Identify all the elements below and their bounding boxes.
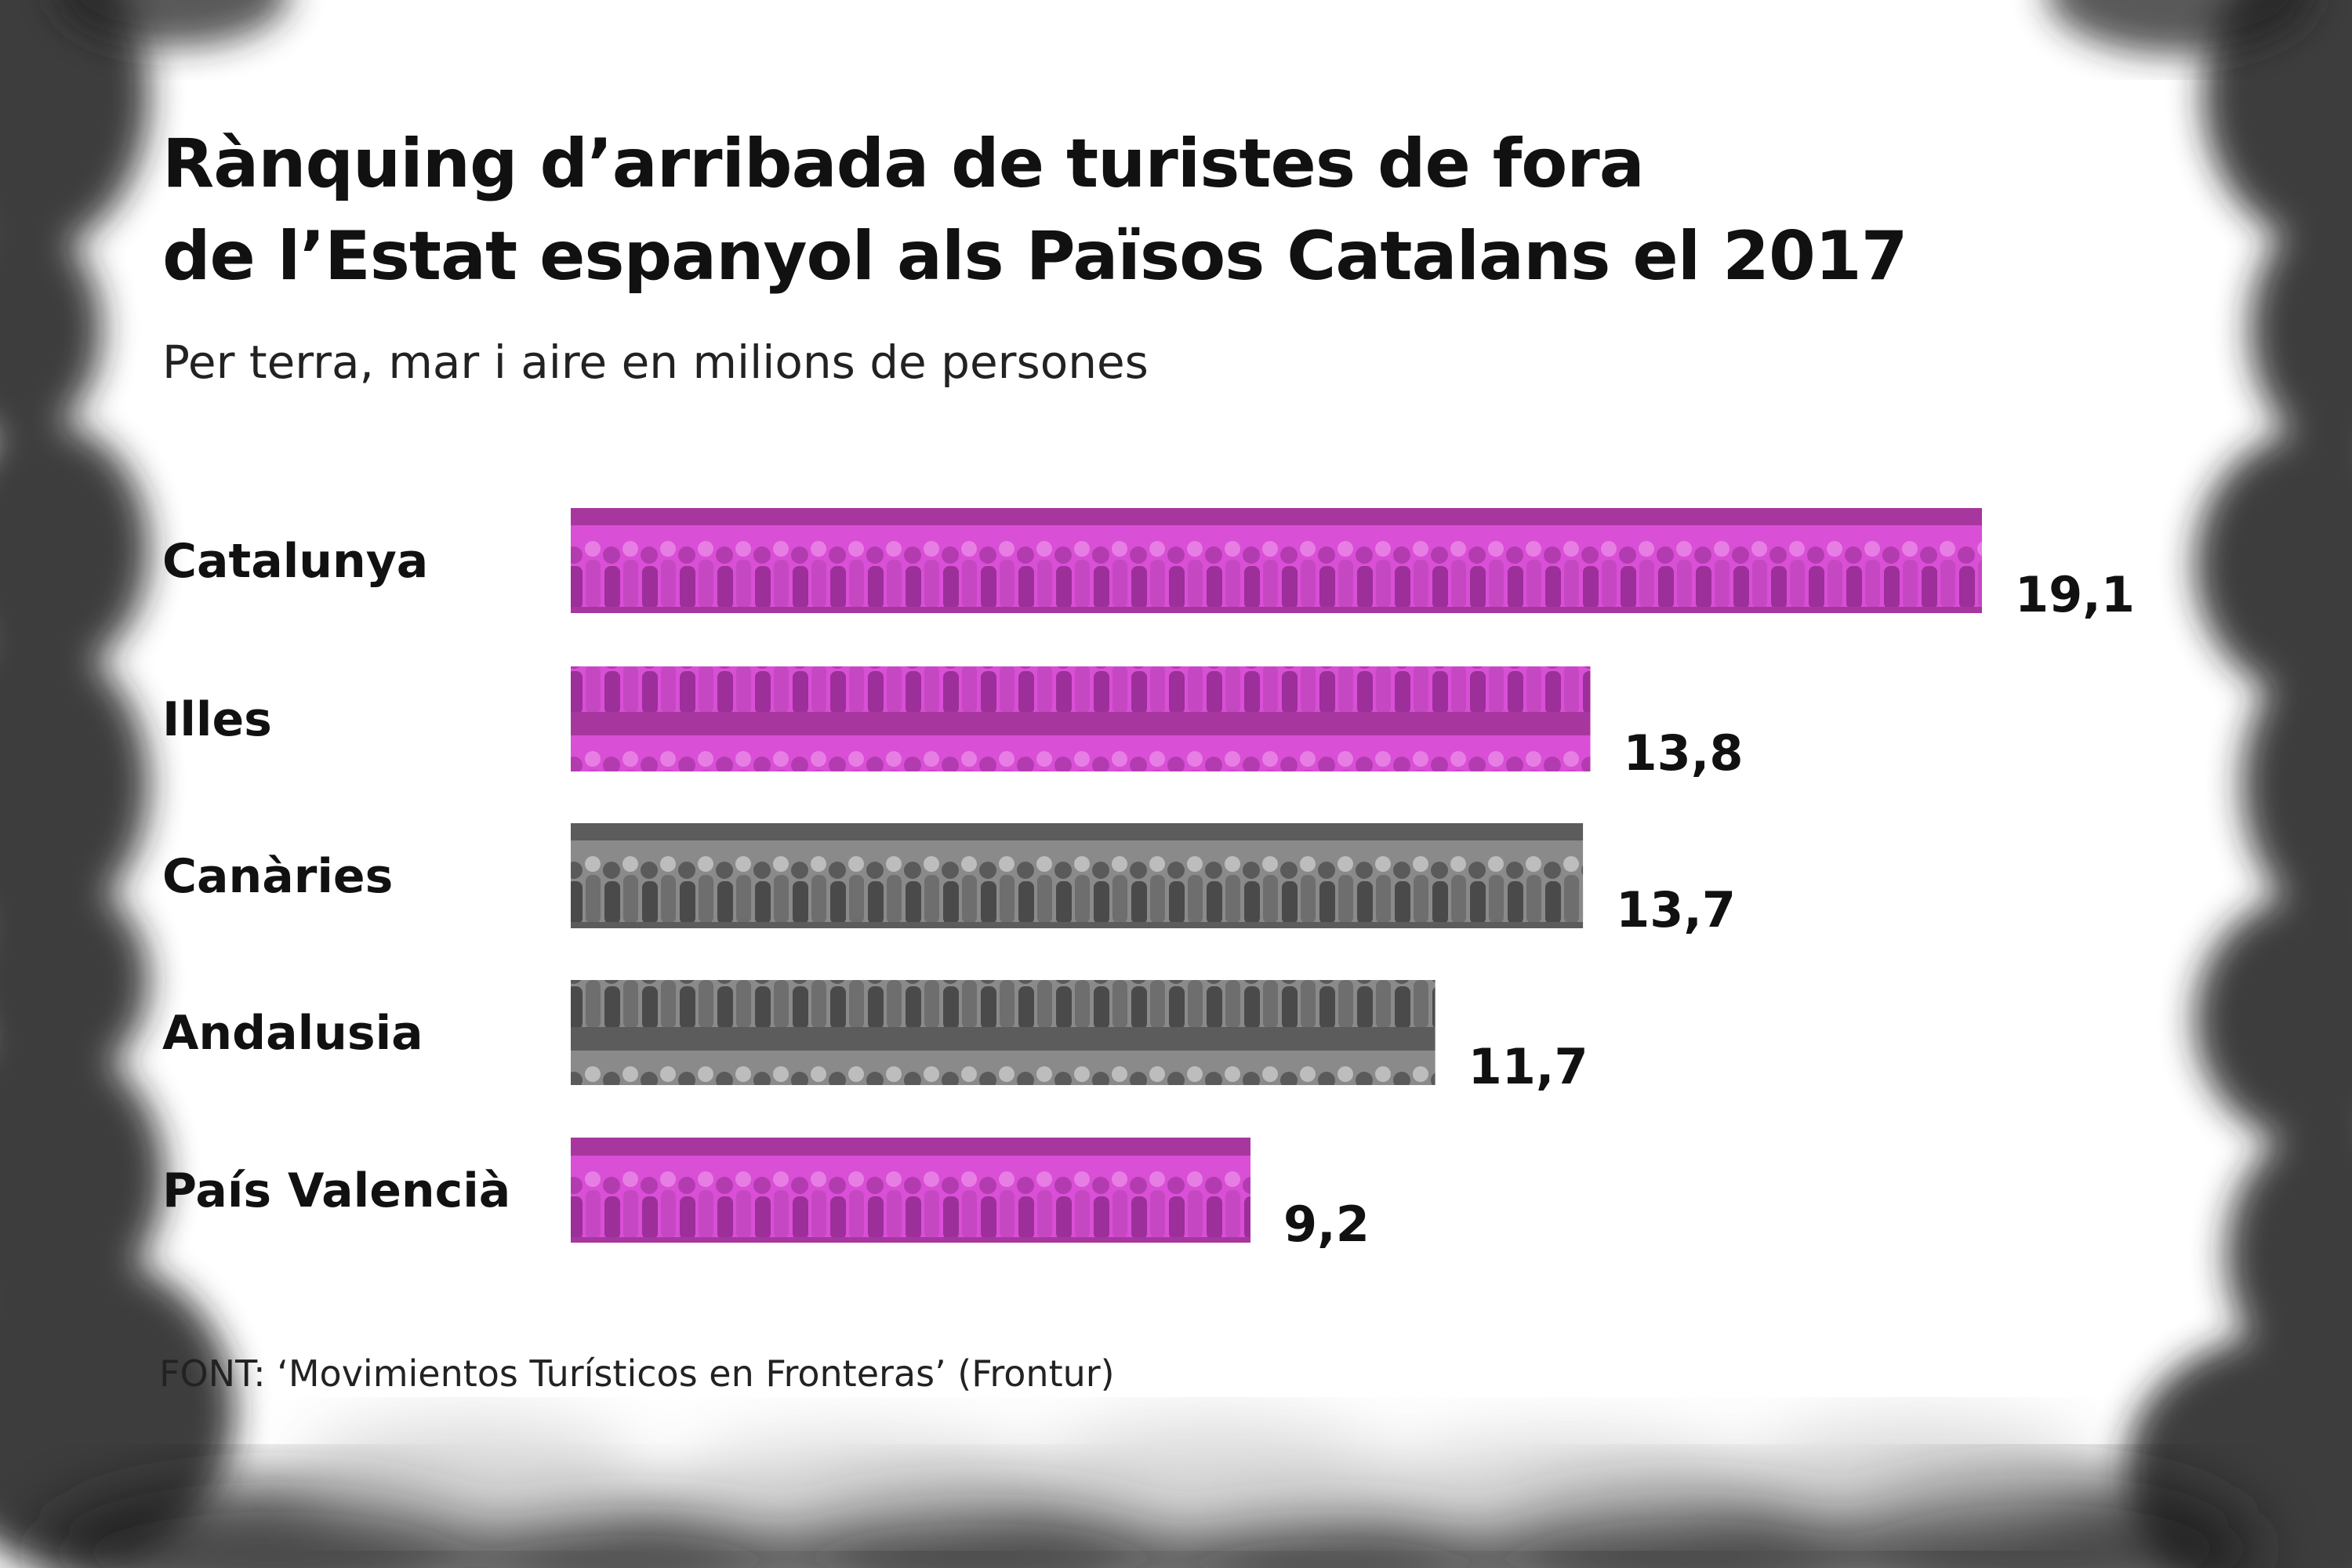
bar-canàries bbox=[571, 823, 1584, 928]
category-label: Catalunya bbox=[162, 534, 428, 589]
value-label: 9,2 bbox=[1283, 1196, 1370, 1253]
source-note: FONT: ‘Movimientos Turísticos en Fronter… bbox=[159, 1352, 1115, 1395]
value-label: 11,7 bbox=[1468, 1038, 1588, 1095]
bar-país-valencià bbox=[571, 1138, 1251, 1243]
category-label: Andalusia bbox=[162, 1006, 423, 1061]
chart-title: Rànquing d’arribada de turistes de fora … bbox=[162, 118, 2122, 303]
category-label: Illes bbox=[162, 692, 272, 747]
value-label: 19,1 bbox=[2015, 566, 2135, 623]
chart-subtitle: Per terra, mar i aire en milions de pers… bbox=[162, 336, 1149, 389]
bar-illes bbox=[571, 666, 1591, 771]
chart-title-line-1: Rànquing d’arribada de turistes de fora bbox=[162, 125, 1645, 203]
bar-catalunya bbox=[571, 508, 1982, 613]
chart-title-line-2: de l’Estat espanyol als Països Catalans … bbox=[162, 217, 1908, 296]
bar-andalusia bbox=[571, 980, 1436, 1085]
category-label: País Valencià bbox=[162, 1163, 510, 1218]
category-label: Canàries bbox=[162, 849, 393, 904]
value-label: 13,8 bbox=[1624, 724, 1744, 782]
value-label: 13,7 bbox=[1616, 881, 1736, 938]
